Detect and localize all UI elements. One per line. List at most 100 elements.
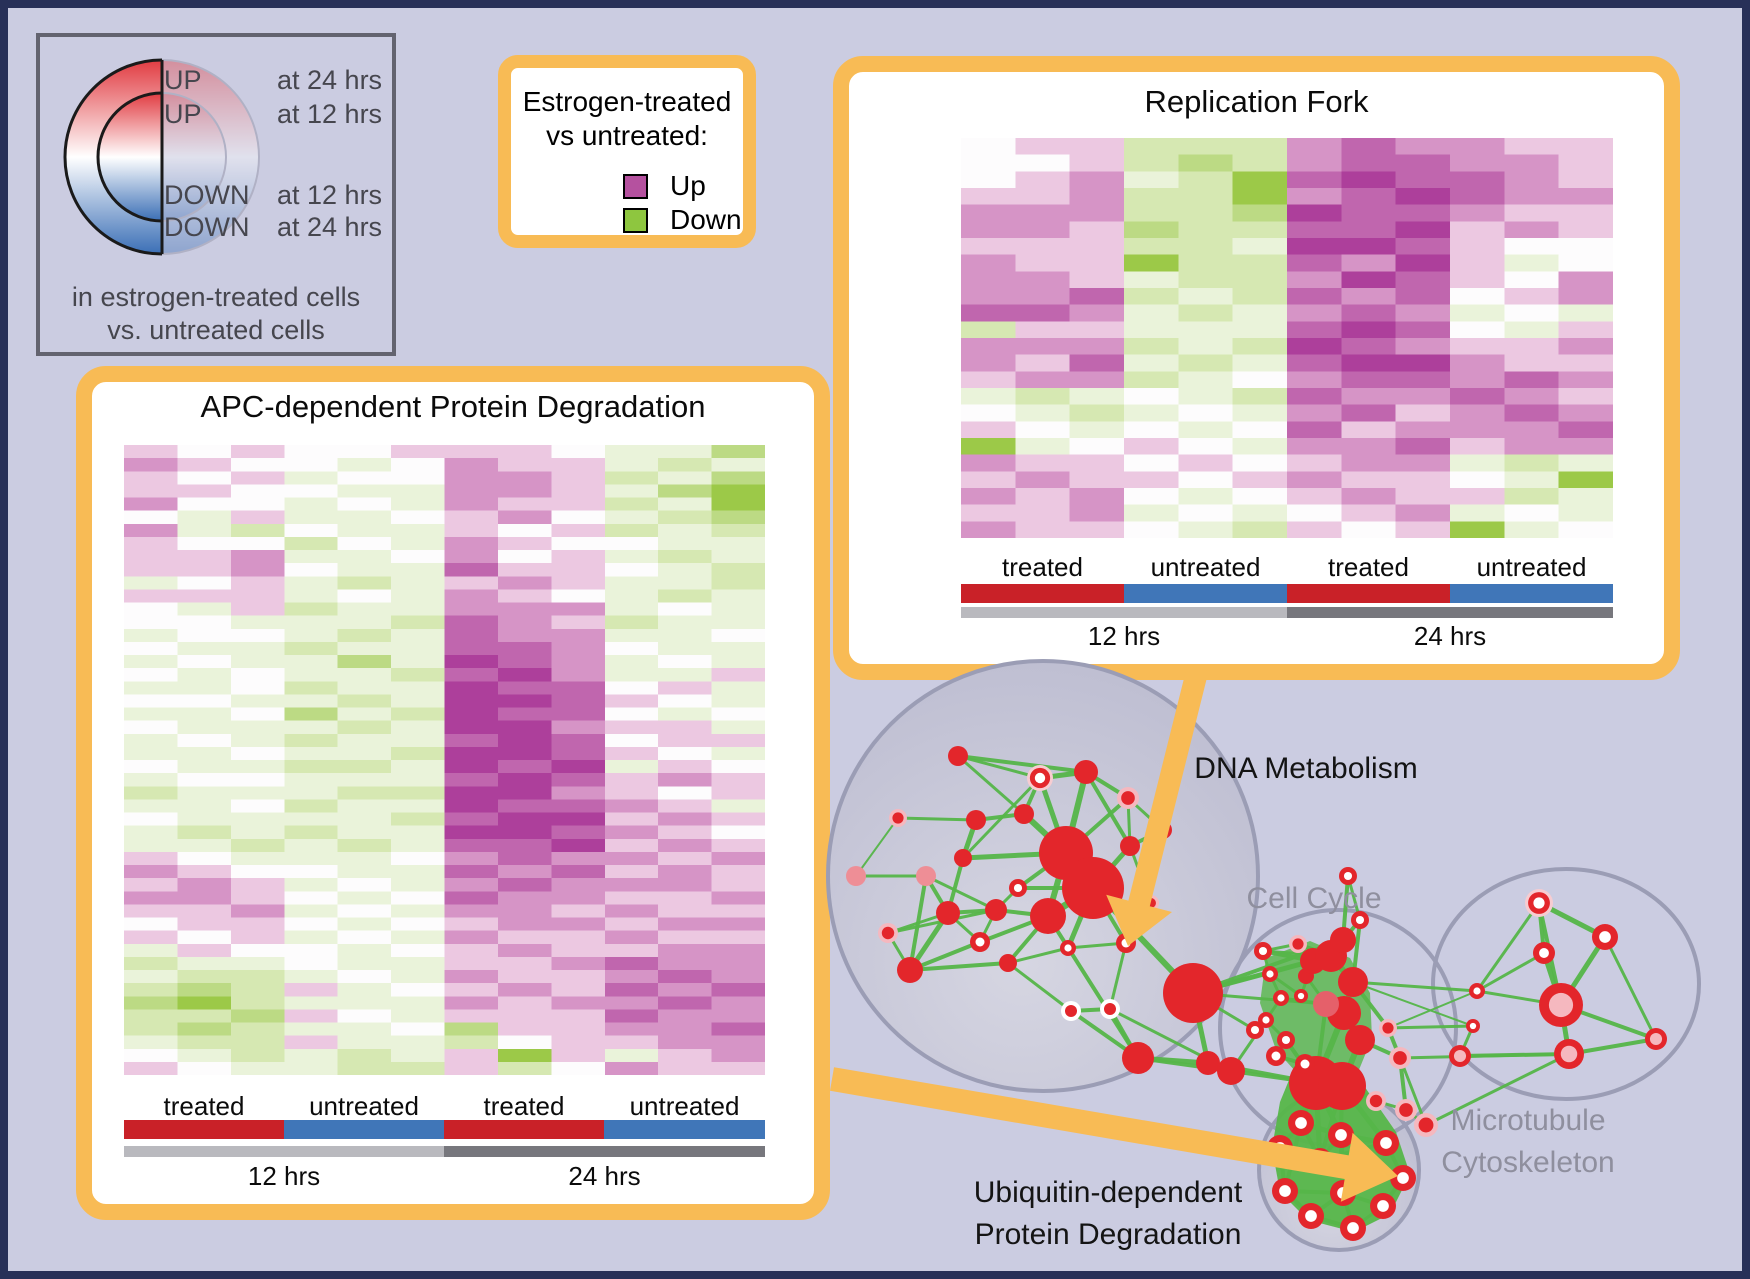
- apc-heatmap: [124, 445, 765, 1075]
- heatmap-cell: [124, 1061, 178, 1075]
- heatmap-cell: [124, 602, 178, 617]
- heatmap-cell: [1178, 438, 1234, 456]
- network-edge: [1192, 991, 1327, 1006]
- heatmap-cell: [1558, 271, 1613, 289]
- heatmap-cell: [604, 799, 659, 814]
- heatmap-cell: [1558, 488, 1613, 506]
- heatmap-cell: [337, 956, 392, 971]
- heatmap-cell: [124, 523, 178, 538]
- network-edge: [1459, 1052, 1570, 1058]
- heatmap-cell: [391, 471, 445, 485]
- heatmap-cell: [391, 523, 445, 538]
- heatmap-cell: [444, 563, 499, 577]
- network-edge: [1387, 990, 1478, 1029]
- network-edge: [1109, 1007, 1232, 1073]
- network-edge: [1312, 953, 1332, 964]
- network-edge: [1341, 1084, 1377, 1103]
- heatmap-cell: [337, 681, 392, 695]
- heatmap-cell: [658, 812, 713, 827]
- network-node-solid: [1196, 1051, 1220, 1075]
- heatmap-cell: [1015, 171, 1071, 189]
- heatmap-cell: [1232, 254, 1288, 272]
- heatmap-cell: [1450, 271, 1505, 289]
- heatmap-cell: [177, 655, 232, 669]
- heatmap-cell: [124, 996, 178, 1010]
- network-node-donut: [1254, 942, 1272, 960]
- heatmap-cell: [1232, 138, 1288, 156]
- heatmap-cell: [230, 681, 285, 695]
- network-edge: [1341, 1011, 1363, 1042]
- heatmap-cell: [961, 238, 1016, 256]
- heatmap-cell: [1504, 188, 1560, 206]
- mode-legend-box: UP at 24 hrs UP at 12 hrs DOWN at 12 hrs…: [36, 33, 396, 356]
- network-node-solid: [1122, 1042, 1154, 1074]
- heatmap-cell: [1504, 154, 1560, 172]
- network-edge: [1262, 949, 1314, 963]
- heatmap-cell: [497, 851, 552, 866]
- network-edge: [1192, 959, 1314, 995]
- heatmap-cell: [230, 1035, 285, 1050]
- heatmap-cell: [337, 536, 392, 551]
- heatmap-cell: [230, 1061, 285, 1075]
- network-edge: [1300, 1120, 1342, 1138]
- heatmap-cell: [230, 628, 285, 643]
- heatmap-cell: [1287, 154, 1342, 172]
- heatmap-cell: [551, 983, 606, 997]
- heatmap-cell: [658, 445, 713, 459]
- heatmap-cell: [1178, 454, 1234, 472]
- heatmap-cell: [230, 510, 285, 525]
- heatmap-cell: [1395, 321, 1451, 339]
- heatmap-cell: [497, 825, 552, 840]
- network-node-solid: [1039, 826, 1093, 880]
- heatmap-cell: [444, 668, 499, 682]
- heatmap-cell: [961, 271, 1016, 289]
- heatmap-cell: [337, 471, 392, 485]
- heatmap-cell: [230, 746, 285, 761]
- heatmap-cell: [604, 746, 659, 761]
- heatmap-cell: [337, 628, 392, 643]
- network-node-solid: [966, 810, 986, 830]
- heatmap-cell: [497, 497, 552, 512]
- heatmap-cell: [497, 865, 552, 879]
- heatmap-cell: [604, 576, 659, 590]
- rf-12hr-bar: [961, 607, 1287, 618]
- heatmap-cell: [284, 1048, 339, 1063]
- heatmap-cell: [497, 589, 552, 604]
- estrogen-legend-title-1: Estrogen-treated: [522, 86, 732, 117]
- heatmap-cell: [1504, 238, 1560, 256]
- network-edge: [1458, 1025, 1475, 1057]
- network-node-ringpink: [1366, 1091, 1386, 1111]
- heatmap-cell: [1341, 154, 1397, 172]
- heatmap-cell: [1558, 188, 1613, 206]
- network-node-ringpink: [1389, 1047, 1411, 1069]
- network-edge: [909, 961, 1009, 972]
- network-edge: [1284, 1038, 1318, 1085]
- heatmap-cell: [284, 891, 339, 905]
- heatmap-cell: [551, 733, 606, 748]
- heatmap-cell: [711, 707, 765, 722]
- heatmap-cell: [1232, 304, 1288, 322]
- rf-24hr-label: 24 hrs: [1413, 621, 1487, 651]
- heatmap-cell: [1287, 221, 1342, 239]
- network-edge: [1319, 1141, 1387, 1162]
- network-node-donut: [1246, 1021, 1264, 1039]
- heatmap-cell: [1504, 321, 1560, 339]
- heatmap-cell: [124, 668, 178, 682]
- heatmap-cell: [284, 851, 339, 866]
- heatmap-cell: [391, 445, 445, 459]
- heatmap-cell: [1395, 488, 1451, 506]
- heatmap-cell: [658, 733, 713, 748]
- heatmap-cell: [337, 891, 392, 905]
- heatmap-cell: [658, 523, 713, 538]
- heatmap-cell: [711, 930, 765, 945]
- rf-group-label-3: untreated: [1476, 552, 1587, 582]
- network-node-donut: [1116, 933, 1136, 953]
- legend-item-up: Up: [623, 170, 706, 202]
- heatmap-cell: [444, 825, 499, 840]
- network-node-donut: [1533, 942, 1555, 964]
- heatmap-cell: [551, 1061, 606, 1075]
- heatmap-cell: [230, 786, 285, 800]
- heatmap-cell: [711, 655, 765, 669]
- heatmap-cell: [497, 602, 552, 617]
- heatmap-cell: [177, 707, 232, 722]
